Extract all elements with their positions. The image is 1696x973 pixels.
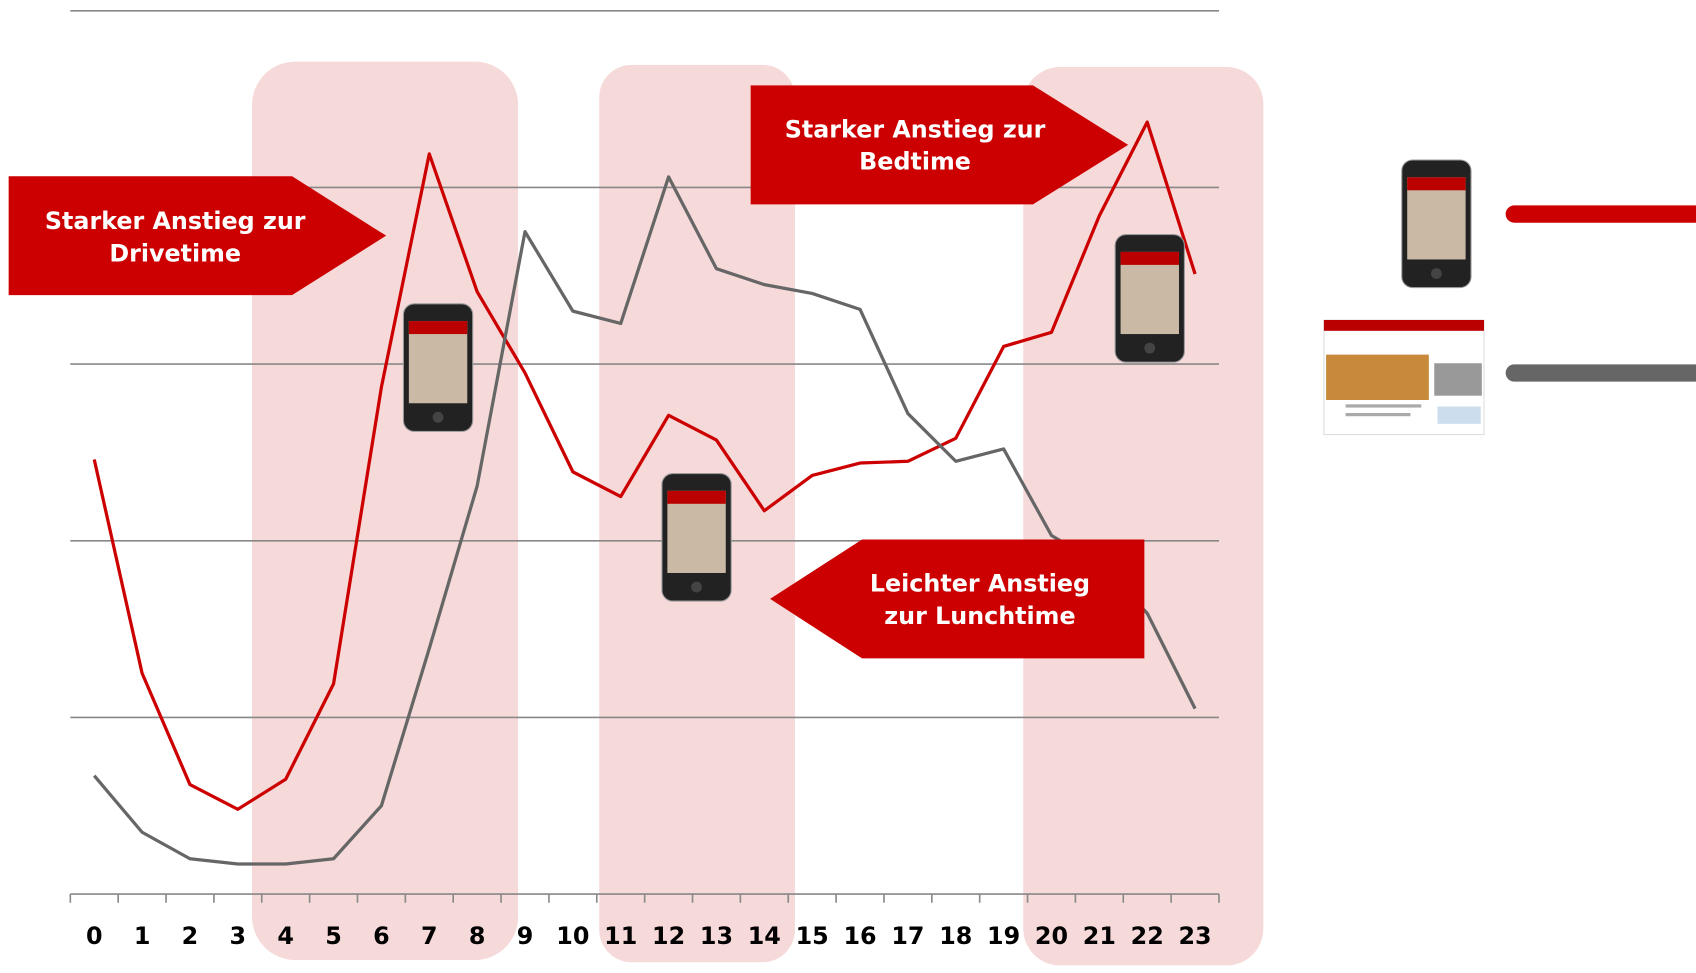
- annotation-text: Starker Anstieg zur: [785, 115, 1046, 143]
- x-tick-label: 10: [556, 922, 589, 950]
- x-tick-label: 13: [700, 922, 733, 950]
- phone: [662, 474, 731, 602]
- annotation-text: Bedtime: [859, 148, 971, 176]
- x-tick-label: 17: [891, 922, 924, 950]
- annotation-text: Leichter Anstieg: [870, 569, 1090, 597]
- legend-bars: [1514, 214, 1696, 373]
- arrow: [770, 539, 1144, 658]
- x-tick-label: 19: [987, 922, 1020, 950]
- x-tick-label: 14: [748, 922, 781, 950]
- legend: [1324, 160, 1696, 435]
- x-tick-label: 21: [1083, 922, 1116, 950]
- x-tick-label: 3: [230, 922, 247, 950]
- x-tick-label: 0: [86, 922, 103, 950]
- annotation-text: Drivetime: [109, 240, 241, 268]
- x-tick-label: 15: [796, 922, 829, 950]
- x-tick-label: 2: [182, 922, 199, 950]
- x-tick-label: 8: [469, 922, 486, 950]
- legend-phone-icon: [1402, 160, 1471, 288]
- chart: 01234567891011121314151617181920212223 S…: [0, 0, 1696, 973]
- x-tick-label: 22: [1131, 922, 1164, 950]
- x-tick-label: 18: [939, 922, 972, 950]
- legend-web-icon: [1324, 320, 1484, 435]
- x-tick-label: 9: [517, 922, 534, 950]
- x-tick-label: 12: [652, 922, 685, 950]
- x-tick-label: 23: [1179, 922, 1212, 950]
- phone: [1115, 235, 1184, 363]
- annotations: Starker Anstieg zur Drivetime Starker An…: [9, 85, 1145, 658]
- x-tick-label: 7: [421, 922, 438, 950]
- x-tick-label: 1: [134, 922, 151, 950]
- phone: [403, 304, 472, 432]
- x-tick-label: 6: [373, 922, 390, 950]
- x-tick-label: 5: [325, 922, 342, 950]
- x-tick-label: 11: [604, 922, 637, 950]
- annotation-text: Starker Anstieg zur: [45, 207, 306, 235]
- x-tick-label: 20: [1035, 922, 1068, 950]
- x-tick-label: 16: [843, 922, 876, 950]
- annotation-text: zur Lunchtime: [884, 602, 1075, 630]
- band: [1023, 67, 1263, 965]
- x-tick-label: 4: [277, 922, 294, 950]
